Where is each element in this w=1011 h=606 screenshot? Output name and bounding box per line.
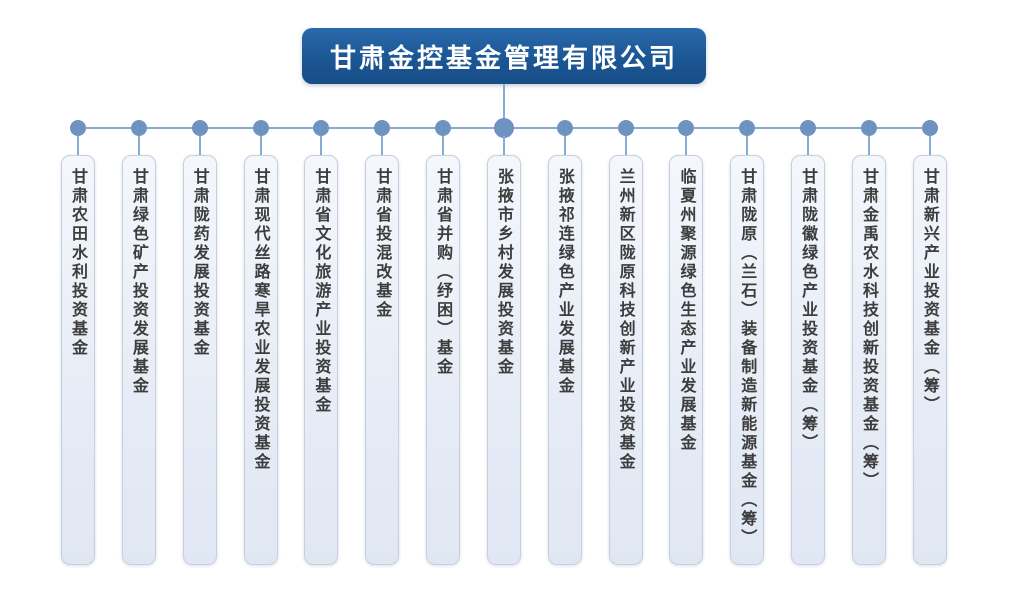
fund-label: 甘肃陇徽绿色产业投资基金（筹） <box>799 168 819 453</box>
fund-label: 甘肃陇药发展投资基金 <box>190 168 210 358</box>
connector-stem <box>198 136 201 155</box>
connector-stem <box>807 136 810 155</box>
fund-column: 甘肃新兴产业投资基金（筹） <box>912 120 947 565</box>
fund-box: 张掖祁连绿色产业发展基金 <box>547 155 582 565</box>
connector-dot <box>374 120 391 136</box>
fund-label: 张掖祁连绿色产业发展基金 <box>555 168 575 396</box>
fund-label: 甘肃农田水利投资基金 <box>69 168 88 358</box>
connector-dot <box>313 120 330 136</box>
company-title-node: 甘肃金控基金管理有限公司 <box>302 28 706 84</box>
connector-dot <box>860 120 877 136</box>
connector-dot <box>435 120 452 136</box>
connector-dot <box>70 120 86 136</box>
fund-column: 兰州新区陇原科技创新产业投资基金 <box>608 120 643 565</box>
company-title-label: 甘肃金控基金管理有限公司 <box>329 43 678 74</box>
fund-column: 甘肃省文化旅游产业投资基金 <box>304 120 339 565</box>
connector-stem <box>867 136 870 155</box>
fund-column: 甘肃农田水利投资基金 <box>61 120 95 565</box>
fund-label: 甘肃省投混改基金 <box>373 168 393 320</box>
fund-label: 甘肃金禹农水科技创新投资基金（筹） <box>859 168 879 491</box>
connector-stem <box>381 136 384 155</box>
connector-dot <box>921 120 938 136</box>
fund-box: 甘肃现代丝路寒旱农业发展投资基金 <box>243 155 278 565</box>
fund-box: 甘肃金禹农水科技创新投资基金（筹） <box>851 155 886 565</box>
fund-box: 甘肃省并购（纾困）基金 <box>426 155 461 565</box>
fund-label: 甘肃陇原（兰石）装备制造新能源基金（筹） <box>738 168 758 548</box>
connector-dot <box>556 120 573 136</box>
fund-box: 甘肃陇徽绿色产业投资基金（筹） <box>791 155 826 565</box>
connector-dot <box>191 120 208 136</box>
fund-box: 甘肃省投混改基金 <box>365 155 400 565</box>
connector-stem <box>746 136 749 155</box>
connector-stem <box>685 136 688 155</box>
connector-dot <box>493 118 514 138</box>
fund-box: 甘肃农田水利投资基金 <box>61 155 95 565</box>
fund-column: 甘肃省投混改基金 <box>365 120 400 565</box>
fund-box: 临夏州聚源绿色生态产业发展基金 <box>669 155 704 565</box>
connector-dot <box>617 120 634 136</box>
fund-column: 张掖市乡村发展投资基金 <box>486 118 521 565</box>
fund-label: 张掖市乡村发展投资基金 <box>494 168 514 377</box>
connector-stem <box>928 136 931 155</box>
fund-column: 甘肃陇药发展投资基金 <box>182 120 217 565</box>
fund-box: 兰州新区陇原科技创新产业投资基金 <box>608 155 643 565</box>
fund-column: 甘肃陇原（兰石）装备制造新能源基金（筹） <box>730 120 765 565</box>
fund-column: 甘肃金禹农水科技创新投资基金（筹） <box>851 120 886 565</box>
fund-box: 张掖市乡村发展投资基金 <box>486 155 521 565</box>
connector-dot <box>739 120 756 136</box>
connector-stem <box>320 136 323 155</box>
connector-stem <box>137 136 140 155</box>
fund-label: 甘肃省文化旅游产业投资基金 <box>312 168 332 415</box>
connector-stem <box>77 136 79 155</box>
fund-column: 甘肃绿色矿产投资发展基金 <box>121 120 156 565</box>
fund-column: 甘肃陇徽绿色产业投资基金（筹） <box>791 120 826 565</box>
fund-box: 甘肃陇药发展投资基金 <box>182 155 217 565</box>
connector-dot <box>800 120 817 136</box>
fund-box: 甘肃绿色矿产投资发展基金 <box>121 155 156 565</box>
fund-columns: 甘肃农田水利投资基金 甘肃绿色矿产投资发展基金 甘肃陇药发展投资基金 甘肃现代丝… <box>61 118 947 565</box>
fund-label: 兰州新区陇原科技创新产业投资基金 <box>616 168 636 472</box>
fund-label: 甘肃绿色矿产投资发展基金 <box>129 168 149 396</box>
fund-column: 临夏州聚源绿色生态产业发展基金 <box>669 120 704 565</box>
fund-label: 甘肃新兴产业投资基金（筹） <box>920 168 940 415</box>
fund-label: 甘肃省并购（纾困）基金 <box>434 168 454 377</box>
fund-column: 张掖祁连绿色产业发展基金 <box>547 120 582 565</box>
connector-stem <box>442 136 445 155</box>
fund-column: 甘肃现代丝路寒旱农业发展投资基金 <box>243 120 278 565</box>
fund-box: 甘肃陇原（兰石）装备制造新能源基金（筹） <box>730 155 765 565</box>
connector-dot <box>130 120 147 136</box>
fund-column: 甘肃省并购（纾困）基金 <box>426 120 461 565</box>
connector-stem <box>624 136 627 155</box>
title-connector-stem <box>503 84 505 128</box>
fund-box: 甘肃省文化旅游产业投资基金 <box>304 155 339 565</box>
fund-label: 甘肃现代丝路寒旱农业发展投资基金 <box>251 168 271 472</box>
fund-box: 甘肃新兴产业投资基金（筹） <box>912 155 947 565</box>
connector-stem <box>259 136 262 155</box>
connector-stem <box>563 136 566 155</box>
connector-dot <box>678 120 695 136</box>
connector-dot <box>252 120 269 136</box>
fund-label: 临夏州聚源绿色生态产业发展基金 <box>677 168 697 453</box>
connector-stem <box>502 136 505 155</box>
